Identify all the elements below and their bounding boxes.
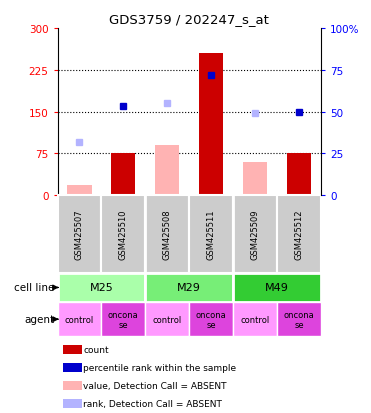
- Bar: [287, 154, 311, 196]
- Text: GSM425507: GSM425507: [75, 209, 84, 260]
- Text: oncona
se: oncona se: [196, 310, 227, 329]
- FancyBboxPatch shape: [145, 302, 189, 337]
- Text: value, Detection Call = ABSENT: value, Detection Call = ABSENT: [83, 381, 227, 390]
- Text: percentile rank within the sample: percentile rank within the sample: [83, 363, 236, 372]
- Title: GDS3759 / 202247_s_at: GDS3759 / 202247_s_at: [109, 13, 269, 26]
- Bar: [63, 345, 82, 354]
- Text: oncona
se: oncona se: [283, 310, 314, 329]
- Bar: [68, 185, 92, 196]
- FancyBboxPatch shape: [277, 196, 321, 273]
- Bar: [243, 162, 267, 196]
- Bar: [63, 399, 82, 408]
- Text: rank, Detection Call = ABSENT: rank, Detection Call = ABSENT: [83, 399, 222, 408]
- FancyBboxPatch shape: [58, 196, 101, 273]
- Text: oncona
se: oncona se: [108, 310, 139, 329]
- Text: control: control: [240, 315, 270, 324]
- Text: M29: M29: [177, 283, 201, 293]
- FancyBboxPatch shape: [233, 196, 277, 273]
- Bar: [111, 154, 135, 196]
- FancyBboxPatch shape: [101, 302, 145, 337]
- FancyBboxPatch shape: [58, 273, 145, 302]
- Text: count: count: [83, 345, 109, 354]
- FancyBboxPatch shape: [189, 302, 233, 337]
- Bar: [155, 145, 179, 196]
- Text: cell line: cell line: [14, 283, 55, 293]
- Bar: [63, 363, 82, 373]
- Text: GSM425512: GSM425512: [295, 209, 303, 260]
- Text: GSM425511: GSM425511: [207, 209, 216, 260]
- Text: GSM425510: GSM425510: [119, 209, 128, 260]
- FancyBboxPatch shape: [277, 302, 321, 337]
- Text: M25: M25: [89, 283, 113, 293]
- Text: GSM425508: GSM425508: [163, 209, 172, 260]
- Bar: [199, 54, 223, 196]
- Bar: [63, 381, 82, 390]
- FancyBboxPatch shape: [189, 196, 233, 273]
- FancyBboxPatch shape: [145, 273, 233, 302]
- FancyBboxPatch shape: [101, 196, 145, 273]
- FancyBboxPatch shape: [233, 302, 277, 337]
- Text: agent: agent: [25, 314, 55, 325]
- Text: M49: M49: [265, 283, 289, 293]
- Text: GSM425509: GSM425509: [250, 209, 260, 260]
- FancyBboxPatch shape: [58, 302, 101, 337]
- Text: control: control: [152, 315, 182, 324]
- Text: control: control: [65, 315, 94, 324]
- FancyBboxPatch shape: [233, 273, 321, 302]
- FancyBboxPatch shape: [145, 196, 189, 273]
